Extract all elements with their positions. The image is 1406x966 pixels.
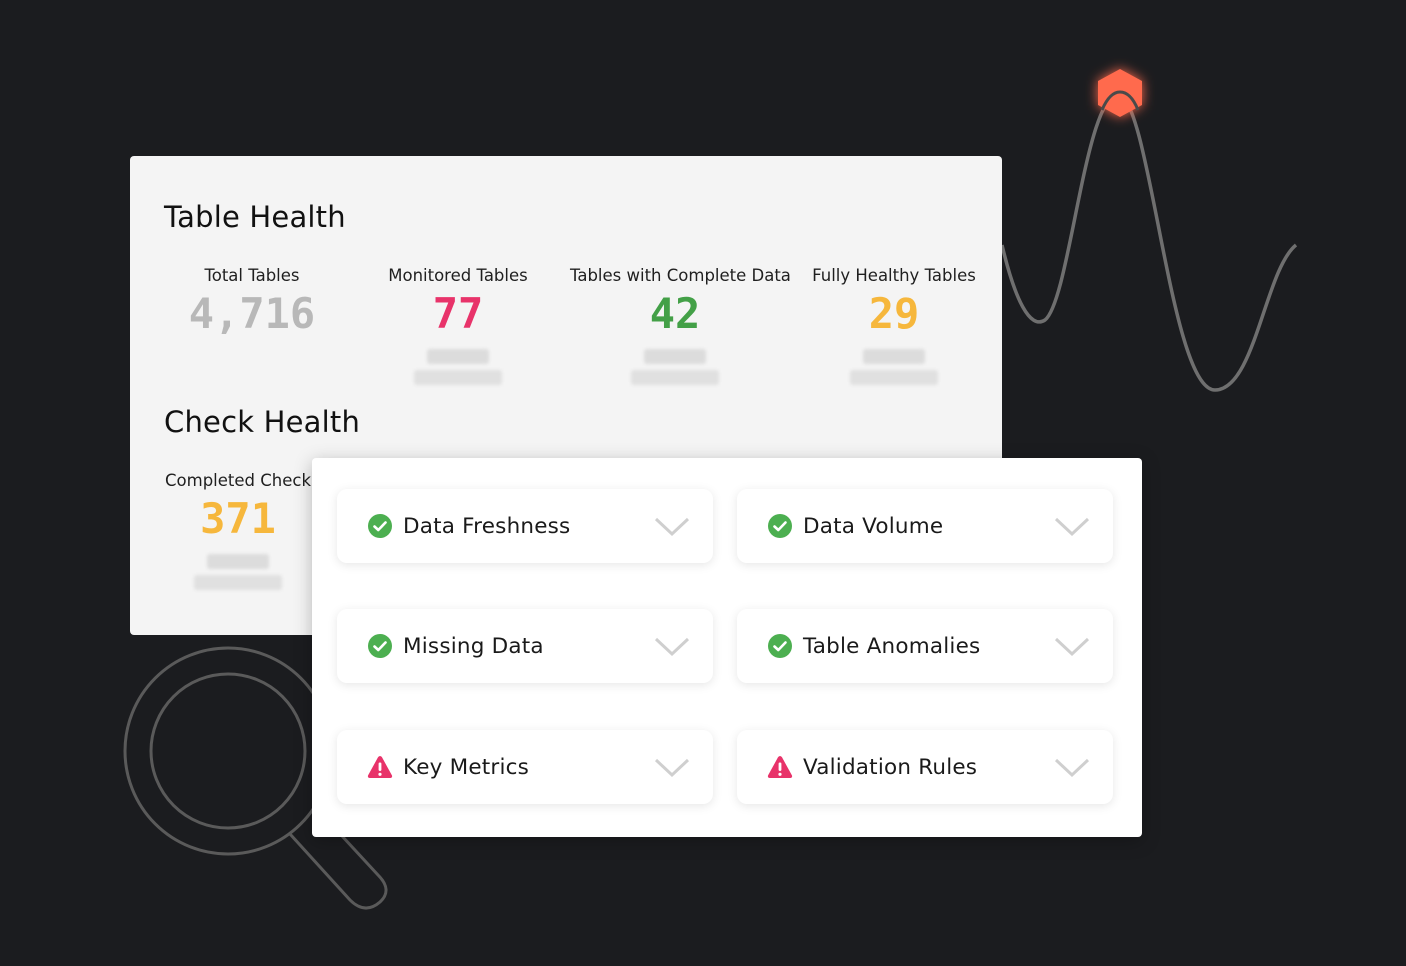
blurred-text (414, 370, 502, 385)
stat-monitored-tables: Monitored Tables 77 (353, 266, 563, 385)
warning-triangle-icon (767, 754, 793, 780)
stat-value: 29 (868, 289, 920, 338)
check-missing-data[interactable]: Missing Data (337, 609, 713, 683)
stat-label: Completed Check (165, 471, 311, 490)
stat-complete-data-tables: Tables with Complete Data 42 (570, 266, 791, 385)
chevron-down-icon[interactable] (653, 511, 691, 541)
stat-label: Fully Healthy Tables (812, 266, 976, 285)
blurred-text (427, 349, 489, 364)
check-circle-icon (367, 633, 393, 659)
stat-label: Total Tables (204, 266, 300, 285)
stat-total-tables: Total Tables 4,716 (147, 266, 357, 364)
blurred-text (207, 554, 269, 569)
check-label: Table Anomalies (803, 633, 981, 659)
check-data-volume[interactable]: Data Volume (737, 489, 1113, 563)
stat-value: 371 (200, 494, 276, 543)
check-data-freshness[interactable]: Data Freshness (337, 489, 713, 563)
stat-value: 42 (649, 289, 701, 338)
blurred-text (863, 349, 925, 364)
chevron-down-icon[interactable] (1053, 752, 1091, 782)
chevron-down-icon[interactable] (653, 631, 691, 661)
stat-fully-healthy-tables: Fully Healthy Tables 29 (789, 266, 999, 385)
check-health-title: Check Health (164, 405, 361, 439)
check-key-metrics[interactable]: Key Metrics (337, 730, 713, 804)
check-table-anomalies[interactable]: Table Anomalies (737, 609, 1113, 683)
wave-line (1000, 93, 1298, 392)
stat-completed-checks: Completed Check 371 (133, 471, 343, 590)
check-circle-icon (767, 633, 793, 659)
blurred-text (850, 370, 938, 385)
warning-triangle-icon (367, 754, 393, 780)
check-label: Key Metrics (403, 754, 530, 780)
chevron-down-icon[interactable] (1053, 631, 1091, 661)
check-circle-icon (767, 513, 793, 539)
check-label: Missing Data (403, 633, 544, 659)
stat-value: 4,716 (188, 289, 316, 338)
check-label: Validation Rules (803, 754, 978, 780)
check-circle-icon (367, 513, 393, 539)
stat-label: Tables with Complete Data (570, 266, 791, 285)
stat-value: 77 (432, 289, 484, 338)
chevron-down-icon[interactable] (1053, 511, 1091, 541)
check-label: Data Volume (803, 513, 944, 539)
chevron-down-icon[interactable] (653, 752, 691, 782)
check-label: Data Freshness (403, 513, 571, 539)
stat-label: Monitored Tables (388, 266, 528, 285)
blurred-text (631, 370, 719, 385)
blurred-text (194, 575, 282, 590)
check-validation-rules[interactable]: Validation Rules (737, 730, 1113, 804)
table-health-title: Table Health (164, 200, 346, 234)
checks-card: Data Freshness Data Volume Missing Data … (312, 458, 1142, 837)
blurred-text (644, 349, 706, 364)
